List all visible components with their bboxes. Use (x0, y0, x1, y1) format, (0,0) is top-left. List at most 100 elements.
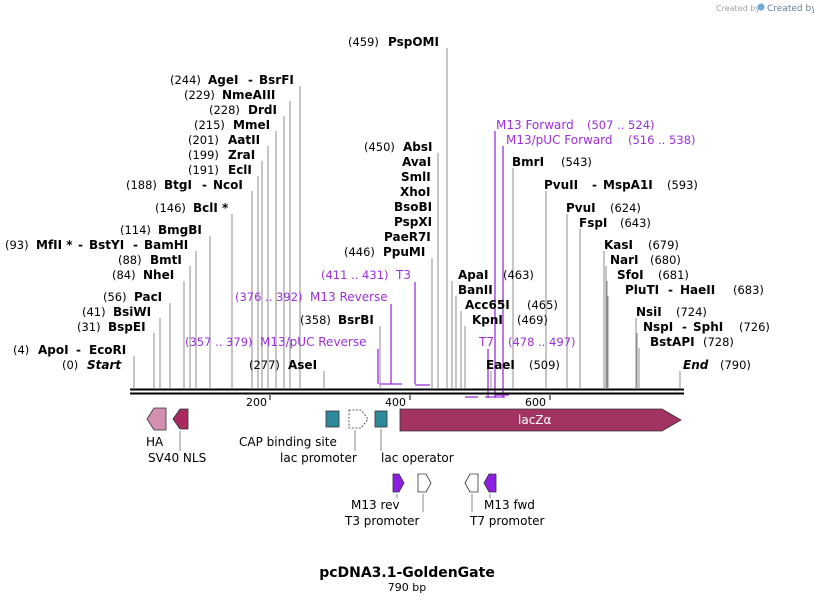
svg-text:BsrBI: BsrBI (338, 313, 374, 327)
feature-lac-promoter[interactable]: lac promoter (280, 409, 369, 465)
enzyme-site-bstapi[interactable]: BstAPI (728) (650, 335, 734, 349)
svg-text:T7 promoter: T7 promoter (469, 514, 545, 528)
enzyme-site-bsobi[interactable]: BsoBI (394, 200, 432, 214)
enzyme-site-aatii[interactable]: (201) AatII (188, 133, 260, 147)
feature-sv40-nls[interactable]: SV40 NLS (148, 408, 206, 465)
enzyme-site-banii[interactable]: BanII (463) (458, 268, 534, 297)
svg-text:DrdI: DrdI (248, 103, 277, 117)
svg-text:M13 rev: M13 rev (351, 498, 400, 512)
enzyme-site-mmei[interactable]: (215) MmeI (194, 118, 270, 132)
enzyme-site-apoi[interactable]: (4) ApoI - EcoRI (13, 343, 126, 357)
svg-text:-: - (668, 283, 673, 297)
enzyme-site-asei[interactable]: (277) AseI (249, 358, 317, 372)
svg-text:AseI: AseI (288, 358, 317, 372)
enzyme-site-nmeaiii[interactable]: (229) NmeAIII (184, 88, 275, 102)
feature-lac-operator[interactable]: lac operator (374, 410, 454, 465)
enzyme-site-nsii[interactable]: NsiI (724) (636, 305, 707, 319)
enzyme-site-pluti[interactable]: PluTI - HaeII (683) (625, 283, 764, 297)
svg-text:PluTI: PluTI (625, 283, 659, 297)
feature-cap-binding-site[interactable]: CAP binding site (239, 410, 340, 449)
enzyme-site-pspomi[interactable]: (459) PspOMI (348, 35, 439, 49)
svg-text:EclI: EclI (228, 163, 252, 177)
sequence-backbone (130, 388, 684, 400)
enzyme-site-absi[interactable]: (450) AbsI (364, 140, 432, 154)
enzyme-site-pspxi[interactable]: PspXI (394, 215, 432, 229)
svg-text:(215): (215) (194, 118, 225, 132)
feature-t3-promoter[interactable]: T3 promoter (344, 473, 432, 528)
enzyme-site-ecli[interactable]: (191) EclI (188, 163, 252, 177)
svg-text:T3 promoter: T3 promoter (344, 514, 420, 528)
enzyme-site-eaei[interactable]: EaeI (509) (486, 358, 560, 372)
enzyme-site-apai[interactable]: ApaI (458, 268, 488, 282)
enzyme-site-ppumi[interactable]: (446) PpuMI (344, 245, 425, 259)
svg-text:HA: HA (146, 435, 164, 449)
svg-text:MspA1I: MspA1I (603, 178, 653, 192)
enzyme-site-bspei[interactable]: (31) BspEI (77, 320, 146, 334)
enzyme-site-pvui[interactable]: PvuI (624) (566, 201, 641, 215)
enzyme-site-avai[interactable]: AvaI (402, 155, 431, 169)
feature-ha[interactable]: HA (146, 407, 167, 449)
feature-m13-fwd[interactable]: M13 fwd (483, 473, 535, 512)
svg-text:-: - (133, 238, 138, 252)
enzyme-site-btgi[interactable]: (188) BtgI - NcoI (126, 178, 243, 192)
enzyme-site-nhei[interactable]: (84) NheI (112, 268, 174, 282)
enzyme-site-xhoi[interactable]: XhoI (400, 185, 431, 199)
enzyme-site-paci[interactable]: (56) PacI (103, 290, 162, 304)
enzyme-site-nspi[interactable]: NspI - SphI (726) (643, 320, 770, 334)
svg-text:CAP binding site: CAP binding site (239, 435, 337, 449)
svg-text:(114): (114) (120, 223, 151, 237)
svg-text:(84): (84) (112, 268, 136, 282)
svg-text:KasI: KasI (604, 238, 633, 252)
svg-text:PpuMI: PpuMI (383, 245, 425, 259)
enzyme-site-zrai[interactable]: (199) ZraI (188, 148, 255, 162)
feature-lacz-alpha[interactable]: lacZα (399, 408, 682, 432)
enzyme-site-bmti[interactable]: (88) BmtI (118, 253, 182, 267)
feature-t7-promoter[interactable]: T7 promoter (464, 473, 545, 528)
enzyme-site-kasi[interactable]: KasI (679) (604, 238, 679, 252)
svg-text:(244): (244) (170, 73, 201, 87)
svg-text:(277): (277) (249, 358, 280, 372)
svg-text:PspOMI: PspOMI (388, 35, 439, 49)
svg-text:(41): (41) (82, 305, 106, 319)
enzyme-site-nari[interactable]: NarI (680) (610, 253, 681, 267)
svg-text:NarI: NarI (610, 253, 639, 267)
svg-text:BmtI: BmtI (150, 253, 182, 267)
svg-text:-: - (592, 178, 597, 192)
enzyme-site-bcli[interactable]: (146) BclI * (155, 201, 229, 215)
svg-text:(411 .. 431): (411 .. 431) (321, 268, 389, 282)
enzyme-site-fspi[interactable]: FspI (643) (579, 216, 651, 230)
enzyme-site-agei[interactable]: (244) AgeI - BsrFI (170, 73, 294, 87)
primer-t7[interactable]: T7 (478 .. 497) (478, 335, 576, 349)
primer-m13-puc-forward[interactable]: M13/pUC Forward (516 .. 538) (506, 133, 696, 147)
enzyme-site-acc65i[interactable]: Acc65I (465) (465, 298, 558, 312)
svg-text:(201): (201) (188, 133, 219, 147)
svg-text:(679): (679) (648, 238, 679, 252)
svg-text:(228): (228) (209, 103, 240, 117)
enzyme-site-sfoi[interactable]: SfoI (681) (617, 268, 689, 282)
enzyme-site-pvuii[interactable]: PvuII - MspA1I (593) (544, 178, 698, 192)
svg-text:(191): (191) (188, 163, 219, 177)
primer-m13-reverse[interactable]: (376 .. 392) M13 Reverse (235, 290, 388, 304)
svg-text:(357 .. 379): (357 .. 379) (185, 335, 253, 349)
primer-m13-puc-reverse[interactable]: (357 .. 379) M13/pUC Reverse (185, 335, 367, 349)
enzyme-site-smli[interactable]: SmlI (401, 170, 431, 184)
enzyme-site-mfli[interactable]: (93) MfII * - BstYI - BamHI (5, 238, 188, 252)
svg-text:SfoI: SfoI (617, 268, 644, 282)
enzyme-site-bmgbi[interactable]: (114) BmgBI (120, 223, 202, 237)
enzyme-site-bsiwi[interactable]: (41) BsiWI (82, 305, 151, 319)
enzyme-site-kpni[interactable]: KpnI (469) (472, 313, 548, 327)
svg-text:AgeI: AgeI (208, 73, 238, 87)
primer-m13-forward[interactable]: M13 Forward (507 .. 524) (496, 118, 655, 132)
svg-text:lac operator: lac operator (381, 451, 454, 465)
svg-text:-: - (248, 73, 253, 87)
enzyme-site-bsrbi[interactable]: (358) BsrBI (300, 313, 374, 327)
enzyme-site-drdi[interactable]: (228) DrdI (209, 103, 277, 117)
svg-text:Start: Start (87, 358, 122, 372)
feature-m13-rev[interactable]: M13 rev (351, 473, 405, 512)
primer-t3[interactable]: (411 .. 431) T3 (321, 268, 411, 282)
enzyme-site-bmri[interactable]: BmrI (543) (512, 155, 592, 169)
enzyme-site-paer7i[interactable]: PaeR7I (384, 230, 431, 244)
svg-text:(446): (446) (344, 245, 375, 259)
svg-text:End: End (683, 358, 709, 372)
svg-text:(728): (728) (703, 335, 734, 349)
